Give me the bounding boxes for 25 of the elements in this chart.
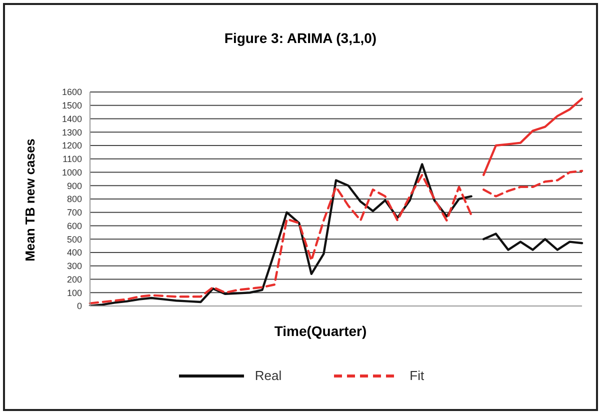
y-tick-label: 500 (66, 234, 82, 244)
x-axis-title: Time(Quarter) (273, 323, 368, 339)
chart-title: Figure 3: ARIMA (3,1,0) (223, 30, 378, 46)
y-tick-label: 800 (66, 194, 82, 204)
y-tick-label: 100 (66, 288, 82, 298)
y-tick-label: 300 (66, 261, 82, 272)
y-tick-label: 1200 (62, 140, 82, 151)
y-tick-label: 700 (66, 208, 82, 218)
y-tick-label: 600 (66, 220, 82, 231)
line-series (482, 170, 584, 198)
line-series (482, 98, 584, 176)
y-tick-label: 900 (66, 180, 82, 191)
y-tick-label: 0 (76, 301, 82, 312)
y-tick-label: 400 (66, 248, 82, 258)
y-tick-label: 200 (66, 274, 82, 284)
y-tick-label: 1600 (62, 87, 82, 98)
line-series (482, 232, 584, 251)
legend-label: Real (254, 368, 282, 383)
y-tick-label: 1000 (62, 167, 82, 178)
y-axis-title: Mean TB new cases (22, 138, 38, 262)
y-tick-label: 1100 (62, 154, 82, 164)
y-tick-label: 1400 (62, 114, 82, 124)
y-tick-label: 1300 (62, 127, 82, 138)
y-tick-label: 1500 (62, 100, 82, 111)
legend-label: Fit (410, 368, 424, 383)
